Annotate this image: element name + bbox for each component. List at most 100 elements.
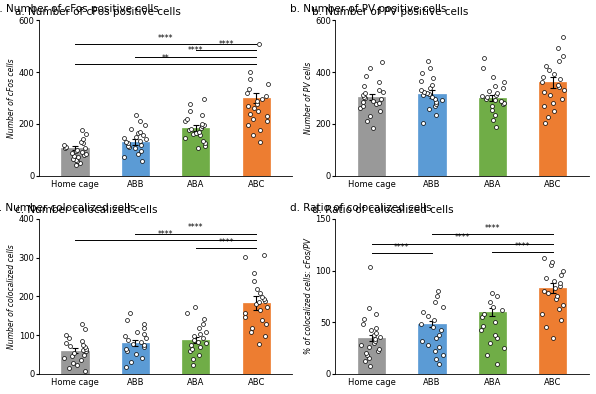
Point (120, 333, 130, 340)
Point (122, 364, 131, 370)
Point (188, 356, 198, 362)
Point (482, 94, 492, 100)
Point (262, 304, 271, 310)
Y-axis label: % of colocalized cells: cFos/PV: % of colocalized cells: cFos/PV (304, 238, 313, 354)
Point (360, 95, 370, 101)
Point (132, 112, 141, 118)
Point (254, 340, 264, 347)
Point (558, 268, 567, 274)
Point (254, 41, 264, 47)
Point (200, 143, 210, 149)
Point (193, 145, 203, 152)
Point (434, 361, 444, 367)
Point (359, 83, 369, 89)
Point (197, 112, 206, 118)
Point (76, 357, 86, 364)
Point (242, 90, 252, 96)
Point (541, 324, 550, 331)
Point (366, 362, 375, 369)
Point (136, 141, 146, 148)
Point (66, 343, 75, 349)
Point (64, 335, 74, 341)
Point (246, 329, 256, 335)
Point (244, 86, 254, 92)
Point (477, 314, 487, 320)
Text: b. Number of PV positive cells: b. Number of PV positive cells (312, 7, 468, 17)
Point (490, 319, 499, 325)
Point (429, 75, 438, 81)
Point (59, 142, 69, 148)
Text: ****: **** (188, 46, 204, 56)
Point (73, 158, 82, 164)
Point (79, 347, 88, 353)
Point (257, 317, 266, 323)
Point (193, 338, 203, 345)
Point (185, 348, 194, 355)
Point (122, 316, 132, 323)
Bar (182, 340, 209, 374)
Point (119, 135, 129, 141)
Point (191, 130, 201, 136)
Point (558, 301, 567, 308)
Point (256, 307, 265, 313)
Point (262, 93, 271, 99)
Point (80, 326, 90, 333)
Bar (479, 98, 506, 175)
Point (539, 288, 548, 294)
Point (69, 156, 78, 162)
Point (72, 157, 81, 163)
Point (240, 254, 250, 260)
Point (135, 118, 145, 125)
Point (367, 327, 376, 334)
Point (365, 344, 374, 350)
Y-axis label: Number of cFos cells: Number of cFos cells (7, 58, 16, 138)
Point (479, 55, 489, 61)
Point (72, 162, 81, 168)
Point (77, 338, 86, 344)
Point (79, 136, 88, 143)
Point (195, 344, 205, 350)
Point (197, 121, 207, 127)
Point (538, 74, 547, 80)
Point (198, 138, 208, 144)
Point (134, 130, 143, 136)
Point (426, 85, 435, 91)
Bar (122, 343, 149, 374)
Point (252, 301, 261, 307)
Text: c. Number colocalized cells: c. Number colocalized cells (15, 205, 157, 215)
Point (434, 344, 443, 350)
Point (67, 353, 76, 360)
Point (195, 331, 204, 338)
Bar (122, 142, 149, 175)
Point (540, 119, 550, 126)
Point (362, 352, 371, 359)
Point (200, 316, 209, 322)
Point (122, 346, 131, 352)
Point (361, 90, 370, 97)
Point (498, 85, 508, 91)
Text: ****: **** (394, 243, 409, 252)
Point (78, 342, 88, 348)
Point (560, 87, 569, 93)
Point (361, 350, 371, 357)
Point (556, 271, 566, 278)
Point (537, 311, 547, 317)
Point (552, 293, 561, 299)
Point (488, 303, 497, 310)
Point (550, 71, 559, 77)
Point (184, 127, 194, 134)
Point (194, 325, 204, 331)
Point (541, 275, 551, 281)
Point (370, 340, 379, 346)
Point (431, 356, 440, 362)
Point (555, 283, 564, 289)
Point (126, 359, 136, 365)
Point (80, 351, 89, 358)
Point (201, 329, 211, 335)
Point (69, 360, 78, 366)
Point (81, 131, 91, 138)
Point (247, 325, 257, 331)
Point (263, 81, 272, 87)
Bar (61, 351, 89, 374)
Point (140, 122, 150, 128)
